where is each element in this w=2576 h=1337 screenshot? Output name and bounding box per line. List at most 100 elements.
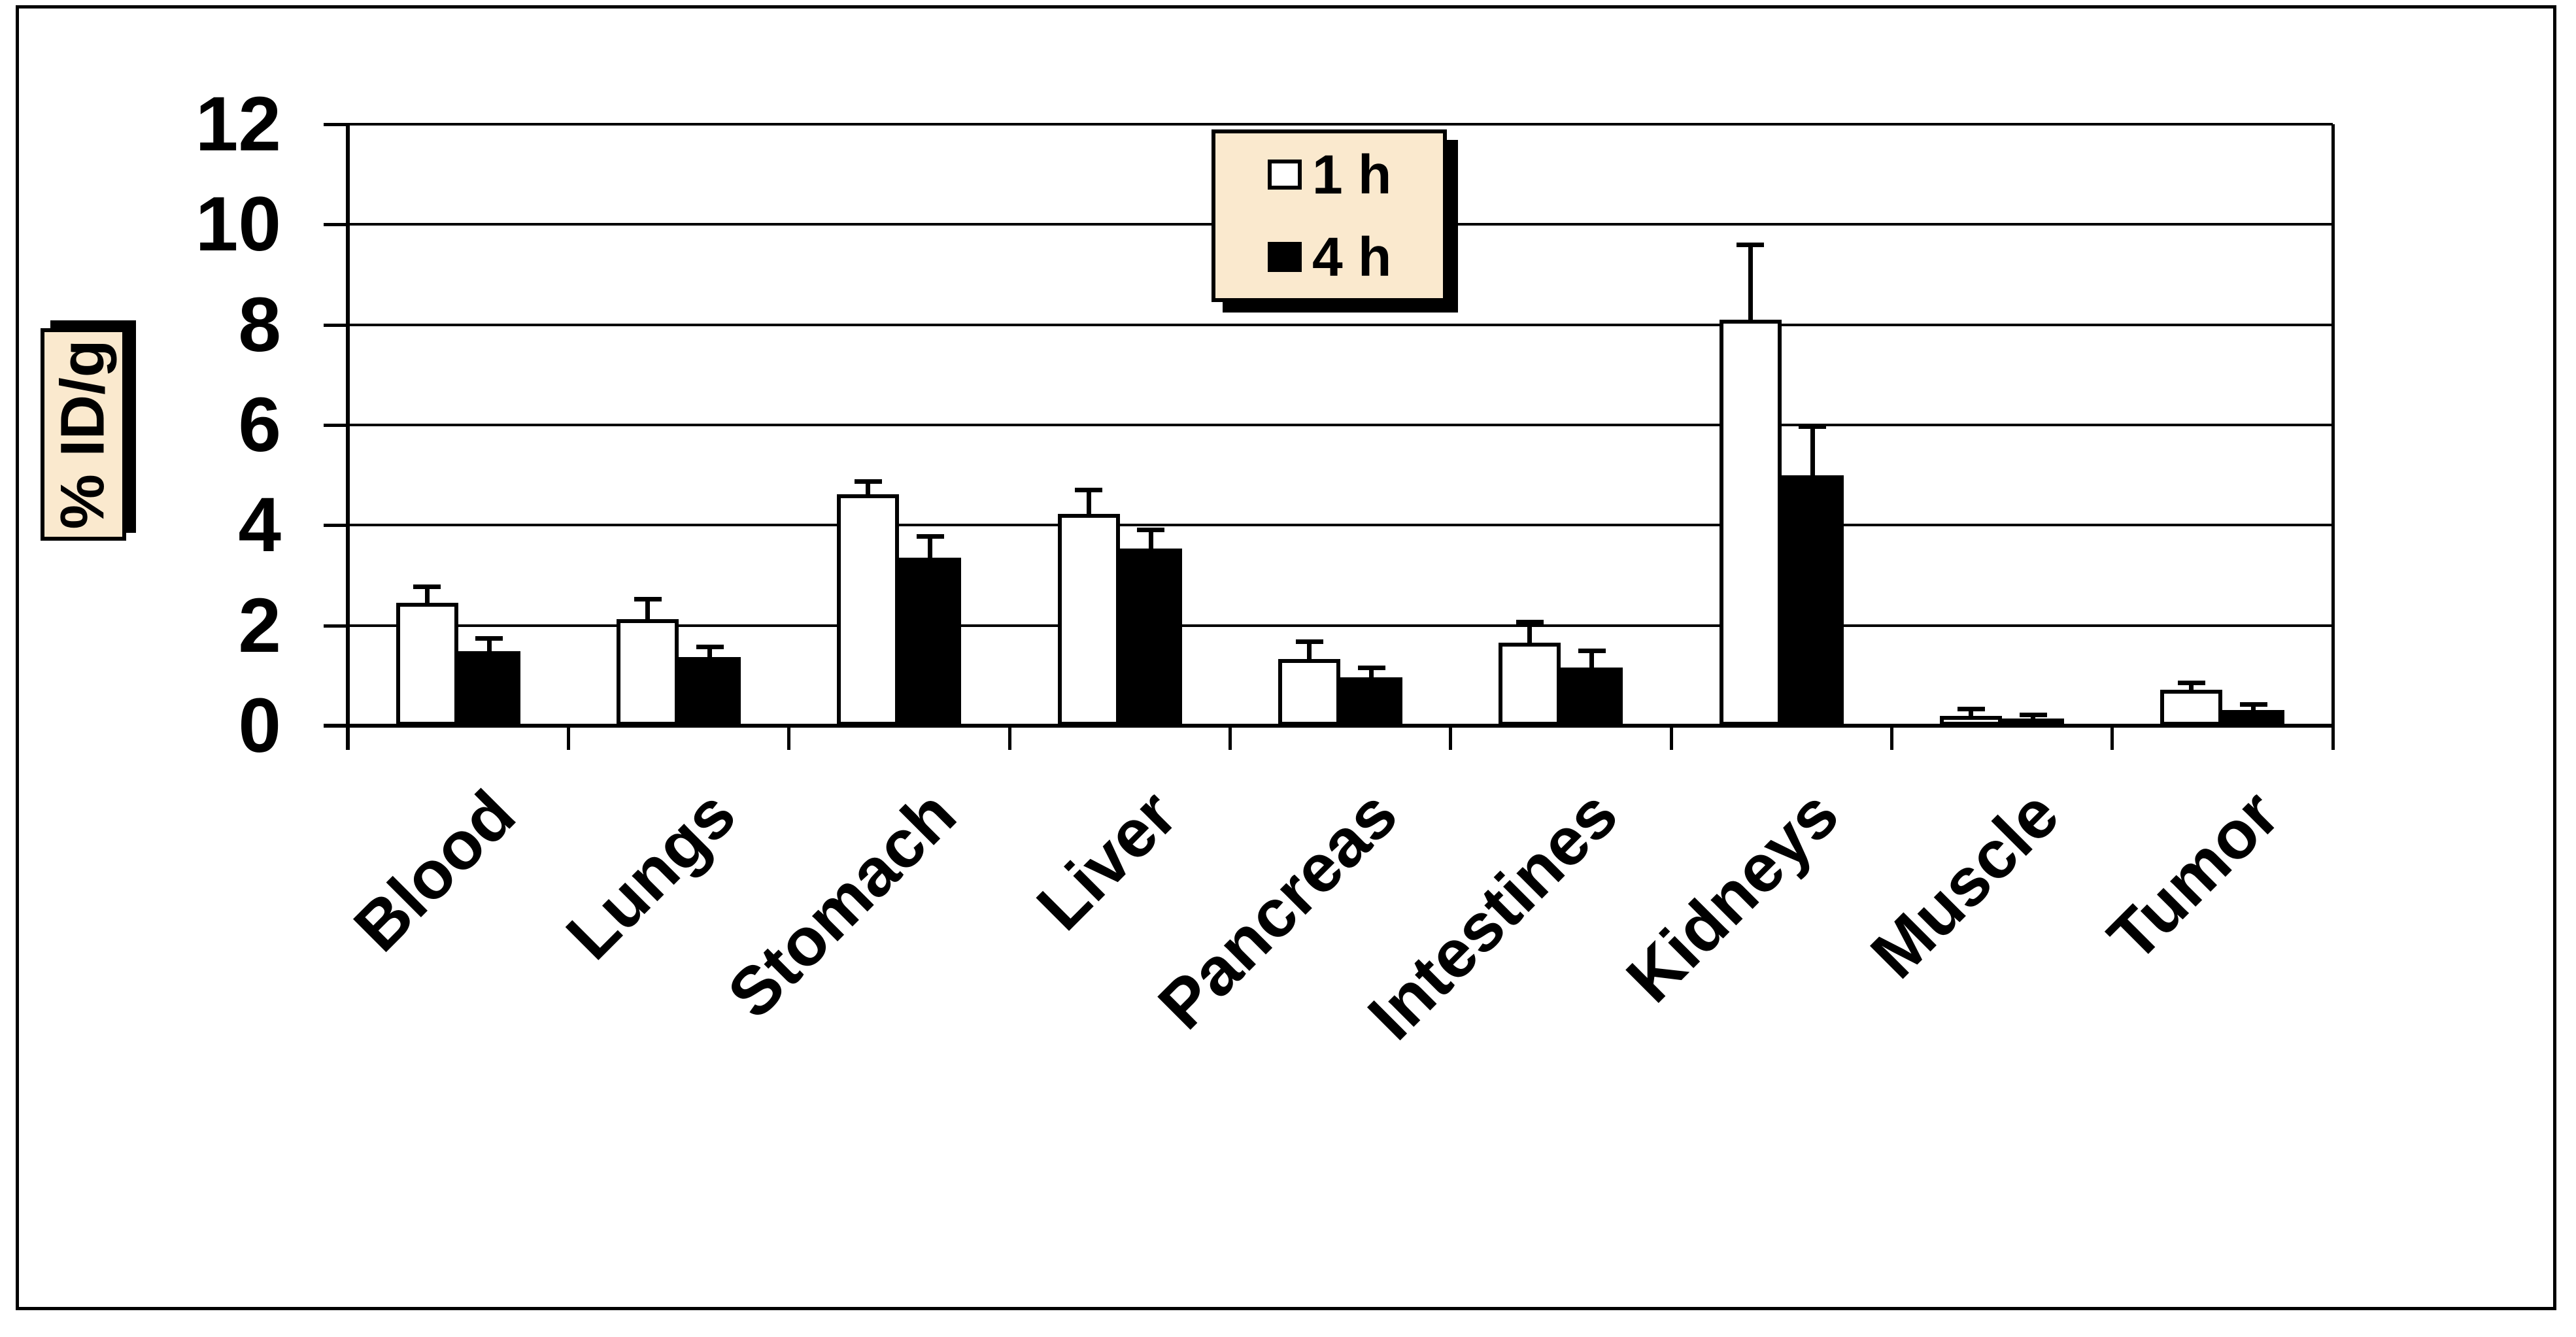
bar-1h-pancreas	[1278, 659, 1340, 726]
x-axis-tick-3	[1008, 726, 1011, 750]
bar-4h-lungs	[679, 656, 741, 726]
legend-swatch-4h	[1268, 242, 1302, 272]
error-bar-cap	[1295, 639, 1323, 644]
x-axis-tick-2	[787, 726, 791, 750]
x-axis-tick-6	[1669, 726, 1673, 750]
error-bar-stem	[1810, 426, 1815, 478]
x-category-label-stomach: Stomach	[713, 776, 971, 1033]
legend: 1 h 4 h	[1212, 129, 1447, 302]
x-axis-tick-4	[1228, 726, 1232, 750]
y-axis-tick-12	[324, 123, 348, 126]
error-bar-stem	[1969, 709, 1973, 719]
error-bar-stem	[2251, 704, 2256, 713]
x-category-label-pancreas: Pancreas	[1144, 776, 1412, 1044]
bar-1h-tumor	[2160, 689, 2223, 726]
error-bar-stem	[645, 599, 650, 622]
y-axis-tick-6	[324, 424, 348, 427]
bar-4h-pancreas	[1340, 677, 1402, 726]
error-bar-cap	[854, 479, 882, 484]
x-axis-tick-5	[1449, 726, 1453, 750]
error-bar-stem	[1086, 490, 1091, 516]
y-axis-label-box: % ID/g	[41, 328, 126, 541]
gridline-y8	[348, 323, 2333, 326]
bar-4h-kidneys	[1781, 475, 1844, 726]
bar-4h-stomach	[899, 558, 962, 726]
error-bar-cap	[1957, 707, 1985, 712]
x-category-label-muscle: Muscle	[1856, 776, 2074, 993]
error-bar-cap	[1516, 619, 1544, 624]
bar-4h-liver	[1119, 549, 1182, 726]
error-bar-cap	[2177, 681, 2205, 686]
x-category-label-tumor: Tumor	[2094, 776, 2294, 976]
y-tick-label-12: 12	[195, 81, 281, 167]
error-bar-cap	[1075, 488, 1103, 493]
error-bar-cap	[2019, 712, 2047, 717]
error-bar-stem	[707, 647, 712, 660]
legend-swatch-1h	[1268, 160, 1302, 190]
legend-label-4h: 4 h	[1312, 226, 1392, 288]
error-bar-stem	[1307, 641, 1312, 662]
bar-1h-liver	[1057, 513, 1120, 726]
error-bar-stem	[1369, 668, 1374, 681]
error-bar-cap	[916, 533, 944, 539]
plot-right-border	[2331, 124, 2335, 726]
x-axis	[324, 724, 2333, 728]
y-tick-label-6: 6	[238, 382, 281, 468]
y-tick-label-8: 8	[238, 281, 281, 368]
error-bar-cap	[1799, 424, 1827, 429]
gridline-y4	[348, 524, 2333, 527]
error-bar-stem	[2189, 683, 2194, 692]
y-tick-label-2: 2	[238, 582, 281, 669]
y-axis-tick-4	[324, 524, 348, 528]
y-axis-tick-2	[324, 624, 348, 628]
y-tick-label-10: 10	[195, 181, 281, 268]
error-bar-stem	[486, 638, 492, 654]
legend-label-1h: 1 h	[1312, 144, 1392, 205]
error-bar-cap	[1737, 242, 1765, 247]
error-bar-stem	[866, 481, 871, 497]
legend-item-1h: 1 h	[1215, 133, 1443, 216]
y-axis	[346, 124, 350, 750]
error-bar-cap	[1357, 666, 1385, 671]
error-bar-cap	[475, 636, 503, 641]
bar-1h-kidneys	[1719, 320, 1782, 726]
error-bar-stem	[1148, 530, 1153, 552]
error-bar-cap	[634, 597, 662, 602]
error-bar-stem	[1589, 651, 1595, 671]
bar-4h-intestines	[1561, 668, 1623, 726]
error-bar-cap	[2239, 702, 2267, 707]
error-bar-stem	[424, 586, 430, 606]
bar-1h-stomach	[837, 494, 900, 726]
bar-1h-blood	[396, 603, 458, 726]
x-category-label-lungs: Lungs	[552, 776, 751, 974]
gridline-y12	[348, 123, 2333, 126]
error-bar-cap	[1578, 649, 1606, 654]
bar-4h-blood	[458, 651, 520, 726]
error-bar-cap	[1137, 527, 1165, 532]
bar-1h-intestines	[1499, 642, 1561, 726]
gridline-y6	[348, 424, 2333, 426]
legend-item-4h: 4 h	[1215, 216, 1443, 298]
x-category-label-liver: Liver	[1023, 776, 1191, 945]
x-axis-tick-8	[2110, 726, 2114, 750]
error-bar-stem	[1527, 622, 1533, 645]
error-bar-cap	[413, 584, 441, 590]
bar-1h-lungs	[617, 619, 679, 726]
x-axis-tick-7	[1890, 726, 1893, 750]
y-axis-tick-10	[324, 223, 348, 227]
x-axis-tick-1	[566, 726, 570, 750]
gridline-y2	[348, 624, 2333, 627]
error-bar-stem	[928, 536, 933, 561]
x-axis-tick-9	[2331, 726, 2335, 750]
y-axis-tick-8	[324, 323, 348, 327]
error-bar-stem	[2031, 715, 2035, 721]
x-category-label-kidneys: Kidneys	[1612, 776, 1853, 1017]
y-tick-label-0: 0	[238, 683, 281, 769]
error-bar-stem	[1748, 245, 1753, 322]
x-category-label-intestines: Intestines	[1354, 776, 1633, 1055]
y-axis-label: % ID/g	[48, 339, 118, 530]
x-category-label-blood: Blood	[339, 776, 530, 966]
error-bar-cap	[696, 645, 724, 650]
